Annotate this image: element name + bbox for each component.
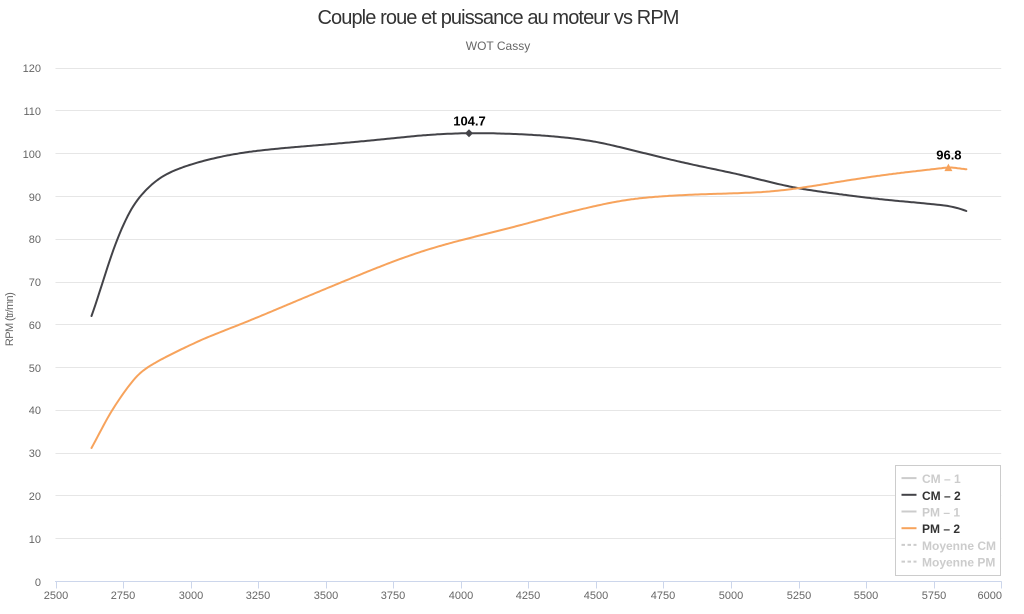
svg-text:3750: 3750 (381, 590, 405, 602)
svg-text:30: 30 (29, 448, 41, 460)
svg-text:CM – 2: CM – 2 (922, 489, 961, 503)
svg-text:60: 60 (29, 320, 41, 332)
svg-text:40: 40 (29, 405, 41, 417)
svg-text:3500: 3500 (314, 590, 338, 602)
svg-text:100: 100 (23, 149, 41, 161)
svg-text:70: 70 (29, 277, 41, 289)
svg-text:3000: 3000 (179, 590, 203, 602)
svg-text:104.7: 104.7 (453, 114, 486, 129)
svg-text:4250: 4250 (516, 590, 540, 602)
svg-text:4750: 4750 (651, 590, 675, 602)
svg-text:WOT Cassy: WOT Cassy (466, 39, 530, 53)
svg-text:0: 0 (35, 577, 41, 589)
svg-text:2500: 2500 (44, 590, 68, 602)
svg-text:120: 120 (23, 63, 41, 75)
svg-text:Couple roue et puissance au mo: Couple roue et puissance au moteur vs RP… (317, 7, 678, 29)
svg-text:20: 20 (29, 491, 41, 503)
svg-text:PM – 2: PM – 2 (922, 522, 960, 536)
svg-text:4000: 4000 (449, 590, 473, 602)
svg-text:50: 50 (29, 363, 41, 375)
svg-text:5000: 5000 (719, 590, 743, 602)
svg-text:4500: 4500 (584, 590, 608, 602)
svg-text:5750: 5750 (922, 590, 946, 602)
svg-text:2750: 2750 (111, 590, 135, 602)
svg-text:3250: 3250 (246, 590, 270, 602)
svg-text:6000: 6000 (978, 590, 1002, 602)
svg-text:PM – 1: PM – 1 (922, 506, 960, 520)
svg-text:90: 90 (29, 192, 41, 204)
svg-text:Moyenne PM: Moyenne PM (922, 556, 995, 570)
svg-text:5500: 5500 (854, 590, 878, 602)
svg-text:CM – 1: CM – 1 (922, 472, 961, 486)
svg-text:110: 110 (23, 106, 41, 118)
svg-text:5250: 5250 (787, 590, 811, 602)
svg-text:80: 80 (29, 234, 41, 246)
svg-text:Moyenne CM: Moyenne CM (922, 539, 996, 553)
svg-text:96.8: 96.8 (936, 148, 961, 163)
svg-text:RPM (tr/mn): RPM (tr/mn) (4, 293, 16, 346)
svg-text:10: 10 (29, 534, 41, 546)
